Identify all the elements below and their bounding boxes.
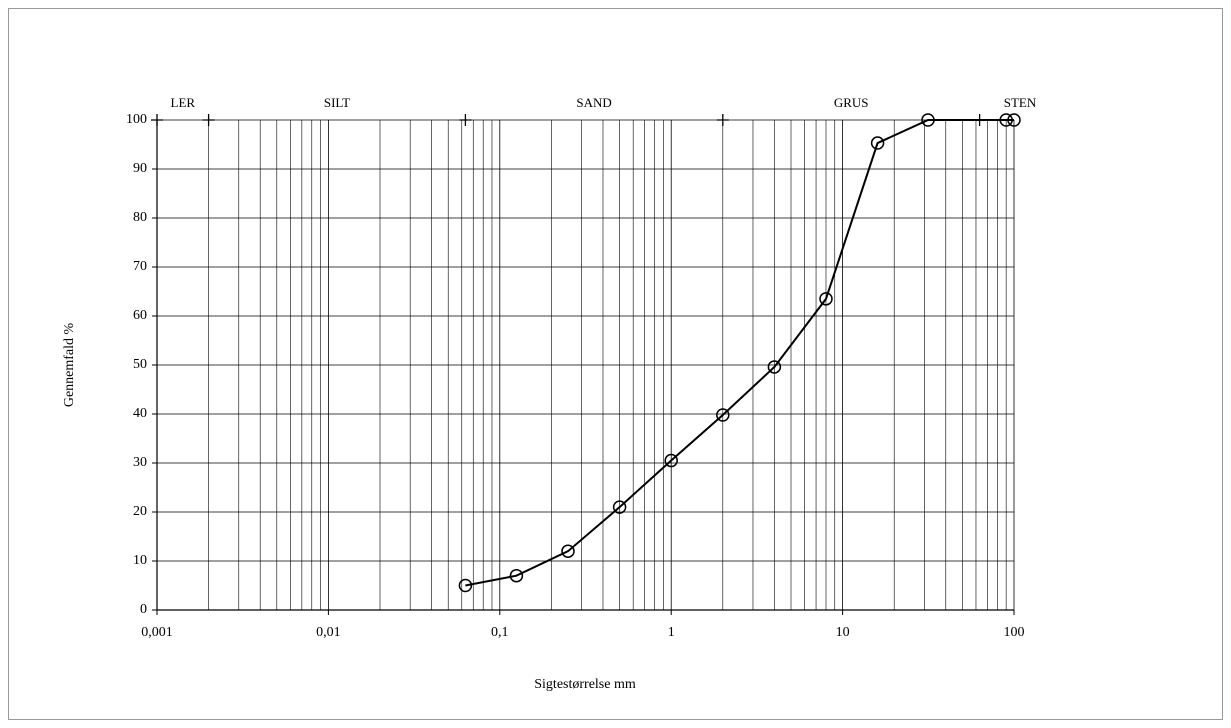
zone-boundary [459,114,472,126]
data-point [767,360,782,374]
x-tick-label: 100 [1004,625,1025,640]
data-point [458,578,473,593]
y-tick-label: 70 [133,259,147,274]
data-point [509,568,524,583]
data-point [819,292,833,306]
zone-label: LER [171,95,196,110]
zone-label: SILT [324,95,350,110]
x-tick-label: 10 [836,625,850,640]
y-tick-label: 90 [133,161,147,176]
x-tick-label: 1 [668,625,675,640]
data-point [561,544,575,558]
y-tick-label: 30 [133,455,147,470]
data-point [1007,113,1021,127]
zone-boundary [716,114,729,126]
zone-label: GRUS [834,95,869,110]
y-tick-label: 80 [133,210,147,225]
zone-label: STEN [1004,95,1037,110]
y-tick-label: 50 [133,357,147,372]
y-axis-label: Gennemfald % [62,322,77,407]
y-tick-label: 60 [133,308,147,323]
y-tick-label: 0 [140,602,147,617]
zone-boundary [202,114,215,126]
y-tick-label: 40 [133,406,147,421]
frame [8,8,1223,720]
x-tick-label: 0,01 [316,625,341,640]
x-axis-label: Sigtestørrelse mm [534,677,636,692]
zone-boundary [151,114,163,126]
y-tick-label: 20 [133,504,147,519]
data-point [716,408,730,422]
x-tick-label: 0,1 [491,625,509,640]
data-point [921,113,935,127]
y-tick-label: 10 [133,553,147,568]
data-point [612,500,627,514]
data-point [870,136,885,150]
y-tick-label: 100 [126,112,147,127]
zone-label: SAND [576,95,611,110]
x-tick-label: 0,001 [141,625,173,640]
data-point [664,453,678,468]
data-line [465,119,1014,587]
data-point [999,113,1013,127]
